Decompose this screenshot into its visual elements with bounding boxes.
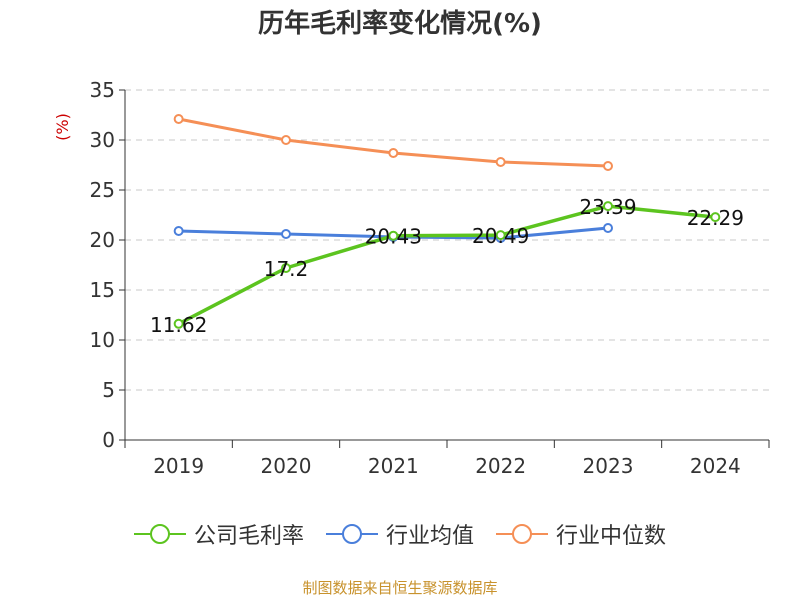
chart-title: 历年毛利率变化情况(%) <box>258 9 542 39</box>
data-label: 23.39 <box>579 195 636 219</box>
data-label: 22.29 <box>687 206 744 230</box>
legend-item[interactable]: 行业均值 <box>325 518 474 550</box>
data-point <box>495 230 506 241</box>
data-point <box>173 226 184 236</box>
gridlines <box>125 89 769 391</box>
x-tick-label: 2020 <box>261 454 312 478</box>
x-tick-label: 2019 <box>153 454 204 478</box>
legend-marker-icon <box>496 524 548 544</box>
data-point <box>281 263 291 273</box>
data-point <box>603 161 613 171</box>
x-tick-label: 2021 <box>368 454 419 478</box>
series-line <box>177 204 716 326</box>
axes: 0 5 10 15 20 25 30 35 2019 2020 2021 2022 2023 2024 (%… <box>53 78 770 478</box>
data-point <box>173 114 184 124</box>
source-note: 制图数据来自恒生聚源数据库 <box>302 579 498 597</box>
data-label: 20.49 <box>472 224 529 248</box>
data-point <box>281 135 291 145</box>
data-point <box>281 229 291 239</box>
x-tick-label: 2024 <box>690 454 741 478</box>
data-label: 17.2 <box>264 257 309 281</box>
legend-item[interactable]: 行业中位数 <box>496 518 666 550</box>
legend-label: 公司毛利率 <box>193 524 304 549</box>
legend-marker-icon <box>133 524 186 544</box>
data-point <box>173 318 184 329</box>
data-label: 11.62 <box>150 313 207 337</box>
data-labels: 11.62 17.2 20.43 20.49 23.39 22.29 <box>150 195 744 337</box>
data-point <box>495 157 506 167</box>
y-tick-label: 0 <box>102 428 115 452</box>
y-tick-label: 25 <box>90 178 115 202</box>
x-tick-label: 2023 <box>583 454 634 478</box>
y-axis-label: (%) <box>53 113 72 141</box>
data-point <box>388 148 399 158</box>
data-point <box>388 230 399 241</box>
series-line <box>178 117 609 168</box>
data-point <box>710 212 721 223</box>
y-tick-label: 35 <box>90 78 115 102</box>
legend-label: 行业中位数 <box>556 524 667 549</box>
legend: 公司毛利率 行业均值 行业中位数 <box>0 518 800 550</box>
y-tick-label: 30 <box>90 128 115 152</box>
legend-label: 行业均值 <box>385 524 474 549</box>
x-tick-label: 2022 <box>475 454 526 478</box>
legend-marker-icon <box>325 524 378 544</box>
y-tick-label: 20 <box>90 228 115 252</box>
data-point <box>603 223 613 233</box>
legend-item[interactable]: 公司毛利率 <box>133 518 304 550</box>
y-tick-label: 10 <box>90 328 115 352</box>
data-point <box>603 201 613 212</box>
data-label: 20.43 <box>365 225 422 249</box>
y-tick-label: 5 <box>102 378 115 402</box>
y-tick-label: 15 <box>90 278 115 302</box>
series-lines <box>173 114 721 329</box>
